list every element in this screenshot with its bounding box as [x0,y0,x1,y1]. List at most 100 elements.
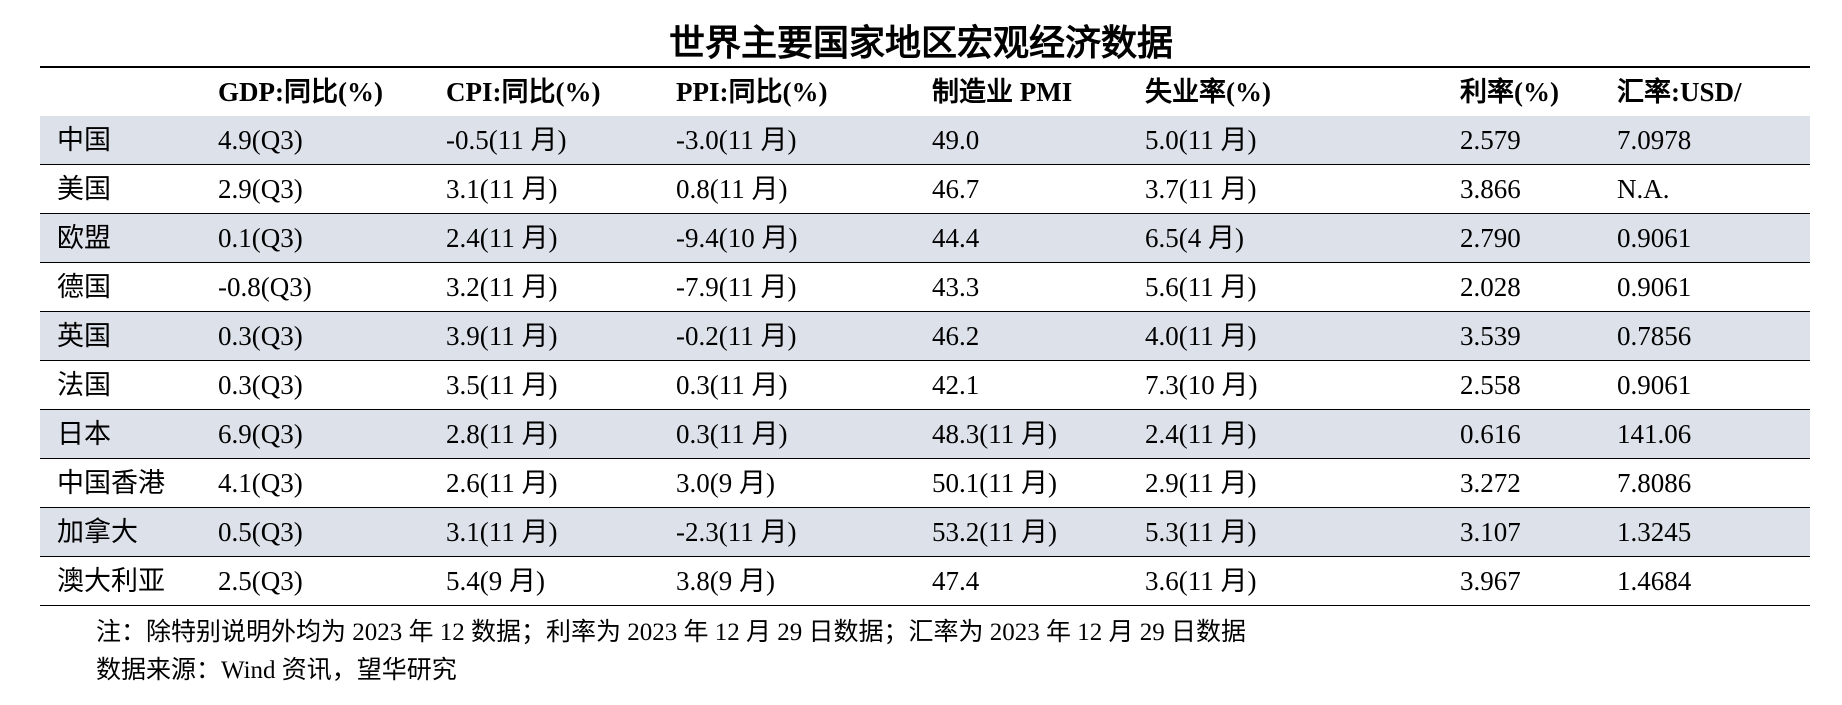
table-cell: 3.9(11 月) [446,321,558,351]
table-cell: 47.4 [932,566,980,596]
table-row: 德国 -0.8(Q3) 3.2(11 月) -7.9(11 月) 43.3 5.6(11 … [40,263,1810,312]
table-cell: 53.2(11 月) [932,517,1057,547]
table-row: 中国香港 4.1(Q3) 2.6(11 月) 3.0(9 月) 50.1(11 月) 2.… [40,459,1810,508]
table-cell: 3.7(11 月) [1145,174,1257,204]
header-cell: 失业率(%) [1145,77,1271,107]
table-cell: 1.3245 [1617,517,1692,547]
table-cell: 44.4 [932,223,980,253]
header-cell: GDP:同比(%) [218,77,383,107]
table-cell: 2.579 [1460,125,1521,155]
header-row: GDP:同比(%) CPI:同比(%) PPI:同比(%) 制造业 PMI 失业率(%)… [40,68,1810,117]
table-cell: 141.06 [1617,419,1692,449]
table-cell: 0.3(Q3) [218,370,303,400]
header-cell: CPI:同比(%) [446,77,601,107]
table-cell: -9.4(10 月) [676,223,798,253]
table-row: 英国 0.3(Q3) 3.9(11 月) -0.2(11 月) 46.2 4.0(11 月… [40,312,1810,361]
table-cell: 2.9(Q3) [218,174,303,204]
header-cell: PPI:同比(%) [676,77,828,107]
row-label: 日本 [57,419,111,449]
table-row: 中国 4.9(Q3) -0.5(11 月) -3.0(11 月) 49.0 5.0(11 … [40,116,1810,165]
row-label: 中国 [57,125,111,155]
table-cell: 1.4684 [1617,566,1692,596]
row-label: 欧盟 [57,223,111,253]
table-cell: 48.3(11 月) [932,419,1057,449]
table-cell: 0.7856 [1617,321,1692,351]
table-cell: 3.2(11 月) [446,272,558,302]
table-cell: 0.1(Q3) [218,223,303,253]
row-label: 美国 [57,174,111,204]
table-cell: 2.6(11 月) [446,468,558,498]
table-cell: 7.8086 [1617,468,1692,498]
table-cell: 2.558 [1460,370,1521,400]
table-cell: 0.9061 [1617,272,1692,302]
table-cell: 4.1(Q3) [218,468,303,498]
table-cell: 2.5(Q3) [218,566,303,596]
table-cell: 6.5(4 月) [1145,223,1244,253]
table-cell: 46.7 [932,174,980,204]
table-row: 日本 6.9(Q3) 2.8(11 月) 0.3(11 月) 48.3(11 月) 2.4… [40,410,1810,459]
table-cell: 0.5(Q3) [218,517,303,547]
title: 世界主要国家地区宏观经济数据 [668,23,1173,63]
source: 数据来源：Wind 资讯，望华研究 [96,657,457,684]
table-cell: 4.0(11 月) [1145,321,1257,351]
table-cell: -2.3(11 月) [676,517,797,547]
row-label: 加拿大 [57,517,138,547]
table-cell: 3.6(11 月) [1145,566,1257,596]
table-cell: 0.616 [1460,419,1521,449]
table-cell: 3.866 [1460,174,1521,204]
table-cell: 5.0(11 月) [1145,125,1257,155]
table-cell: 5.6(11 月) [1145,272,1257,302]
table-cell: 0.9061 [1617,370,1692,400]
header-cell: 制造业 PMI [932,77,1073,107]
table-cell: -0.5(11 月) [446,125,567,155]
table-cell: 0.3(11 月) [676,419,788,449]
row-label: 德国 [57,272,111,302]
table-cell: 43.3 [932,272,980,302]
row-label: 澳大利亚 [57,566,165,596]
row-label: 中国香港 [57,468,165,498]
table-cell: 2.790 [1460,223,1521,253]
table-cell: 3.539 [1460,321,1521,351]
table-cell: 0.3(Q3) [218,321,303,351]
table-row: 澳大利亚 2.5(Q3) 5.4(9 月) 3.8(9 月) 47.4 3.6(11 月)… [40,557,1810,606]
table-row: 加拿大 0.5(Q3) 3.1(11 月) -2.3(11 月) 53.2(11 月) 5… [40,508,1810,557]
table-cell: 4.9(Q3) [218,125,303,155]
table-cell: 3.8(9 月) [676,566,775,596]
rule [40,66,1810,68]
table-cell: N.A. [1617,174,1670,204]
table-cell: 3.1(11 月) [446,174,558,204]
table-cell: -0.2(11 月) [676,321,797,351]
table-cell: 2.9(11 月) [1145,468,1257,498]
table-cell: 2.028 [1460,272,1521,302]
table-cell: 50.1(11 月) [932,468,1057,498]
header-cell: 汇率:USD/ [1617,77,1742,107]
row-label: 英国 [57,321,111,351]
row-label: 法国 [57,370,111,400]
note: 注：除特别说明外均为 2023 年 12 数据；利率为 2023 年 12 月 … [96,619,1247,646]
table-row: 欧盟 0.1(Q3) 2.4(11 月) -9.4(10 月) 44.4 6.5(4 月)… [40,214,1810,263]
table-cell: 2.4(11 月) [1145,419,1257,449]
table-cell: 2.8(11 月) [446,419,558,449]
table-cell: 3.5(11 月) [446,370,558,400]
table-cell: 0.3(11 月) [676,370,788,400]
table-cell: 7.3(10 月) [1145,370,1258,400]
table-cell: -3.0(11 月) [676,125,797,155]
table-cell: 5.4(9 月) [446,566,545,596]
table-cell: 3.967 [1460,566,1521,596]
table-cell: 6.9(Q3) [218,419,303,449]
table-cell: -0.8(Q3) [218,272,312,302]
table-cell: 2.4(11 月) [446,223,558,253]
table-row: 美国 2.9(Q3) 3.1(11 月) 0.8(11 月) 46.7 3.7(11 月)… [40,165,1810,214]
table-cell: 3.107 [1460,517,1521,547]
table-cell: 0.9061 [1617,223,1692,253]
table-cell: 49.0 [932,125,980,155]
header-cell: 利率(%) [1460,77,1559,107]
table-row: 法国 0.3(Q3) 3.5(11 月) 0.3(11 月) 42.1 7.3(10 月)… [40,361,1810,410]
table-cell: 46.2 [932,321,980,351]
table-cell: 3.1(11 月) [446,517,558,547]
table-cell: 3.0(9 月) [676,468,775,498]
table-cell: -7.9(11 月) [676,272,797,302]
table-cell: 42.1 [932,370,980,400]
table-cell: 0.8(11 月) [676,174,788,204]
